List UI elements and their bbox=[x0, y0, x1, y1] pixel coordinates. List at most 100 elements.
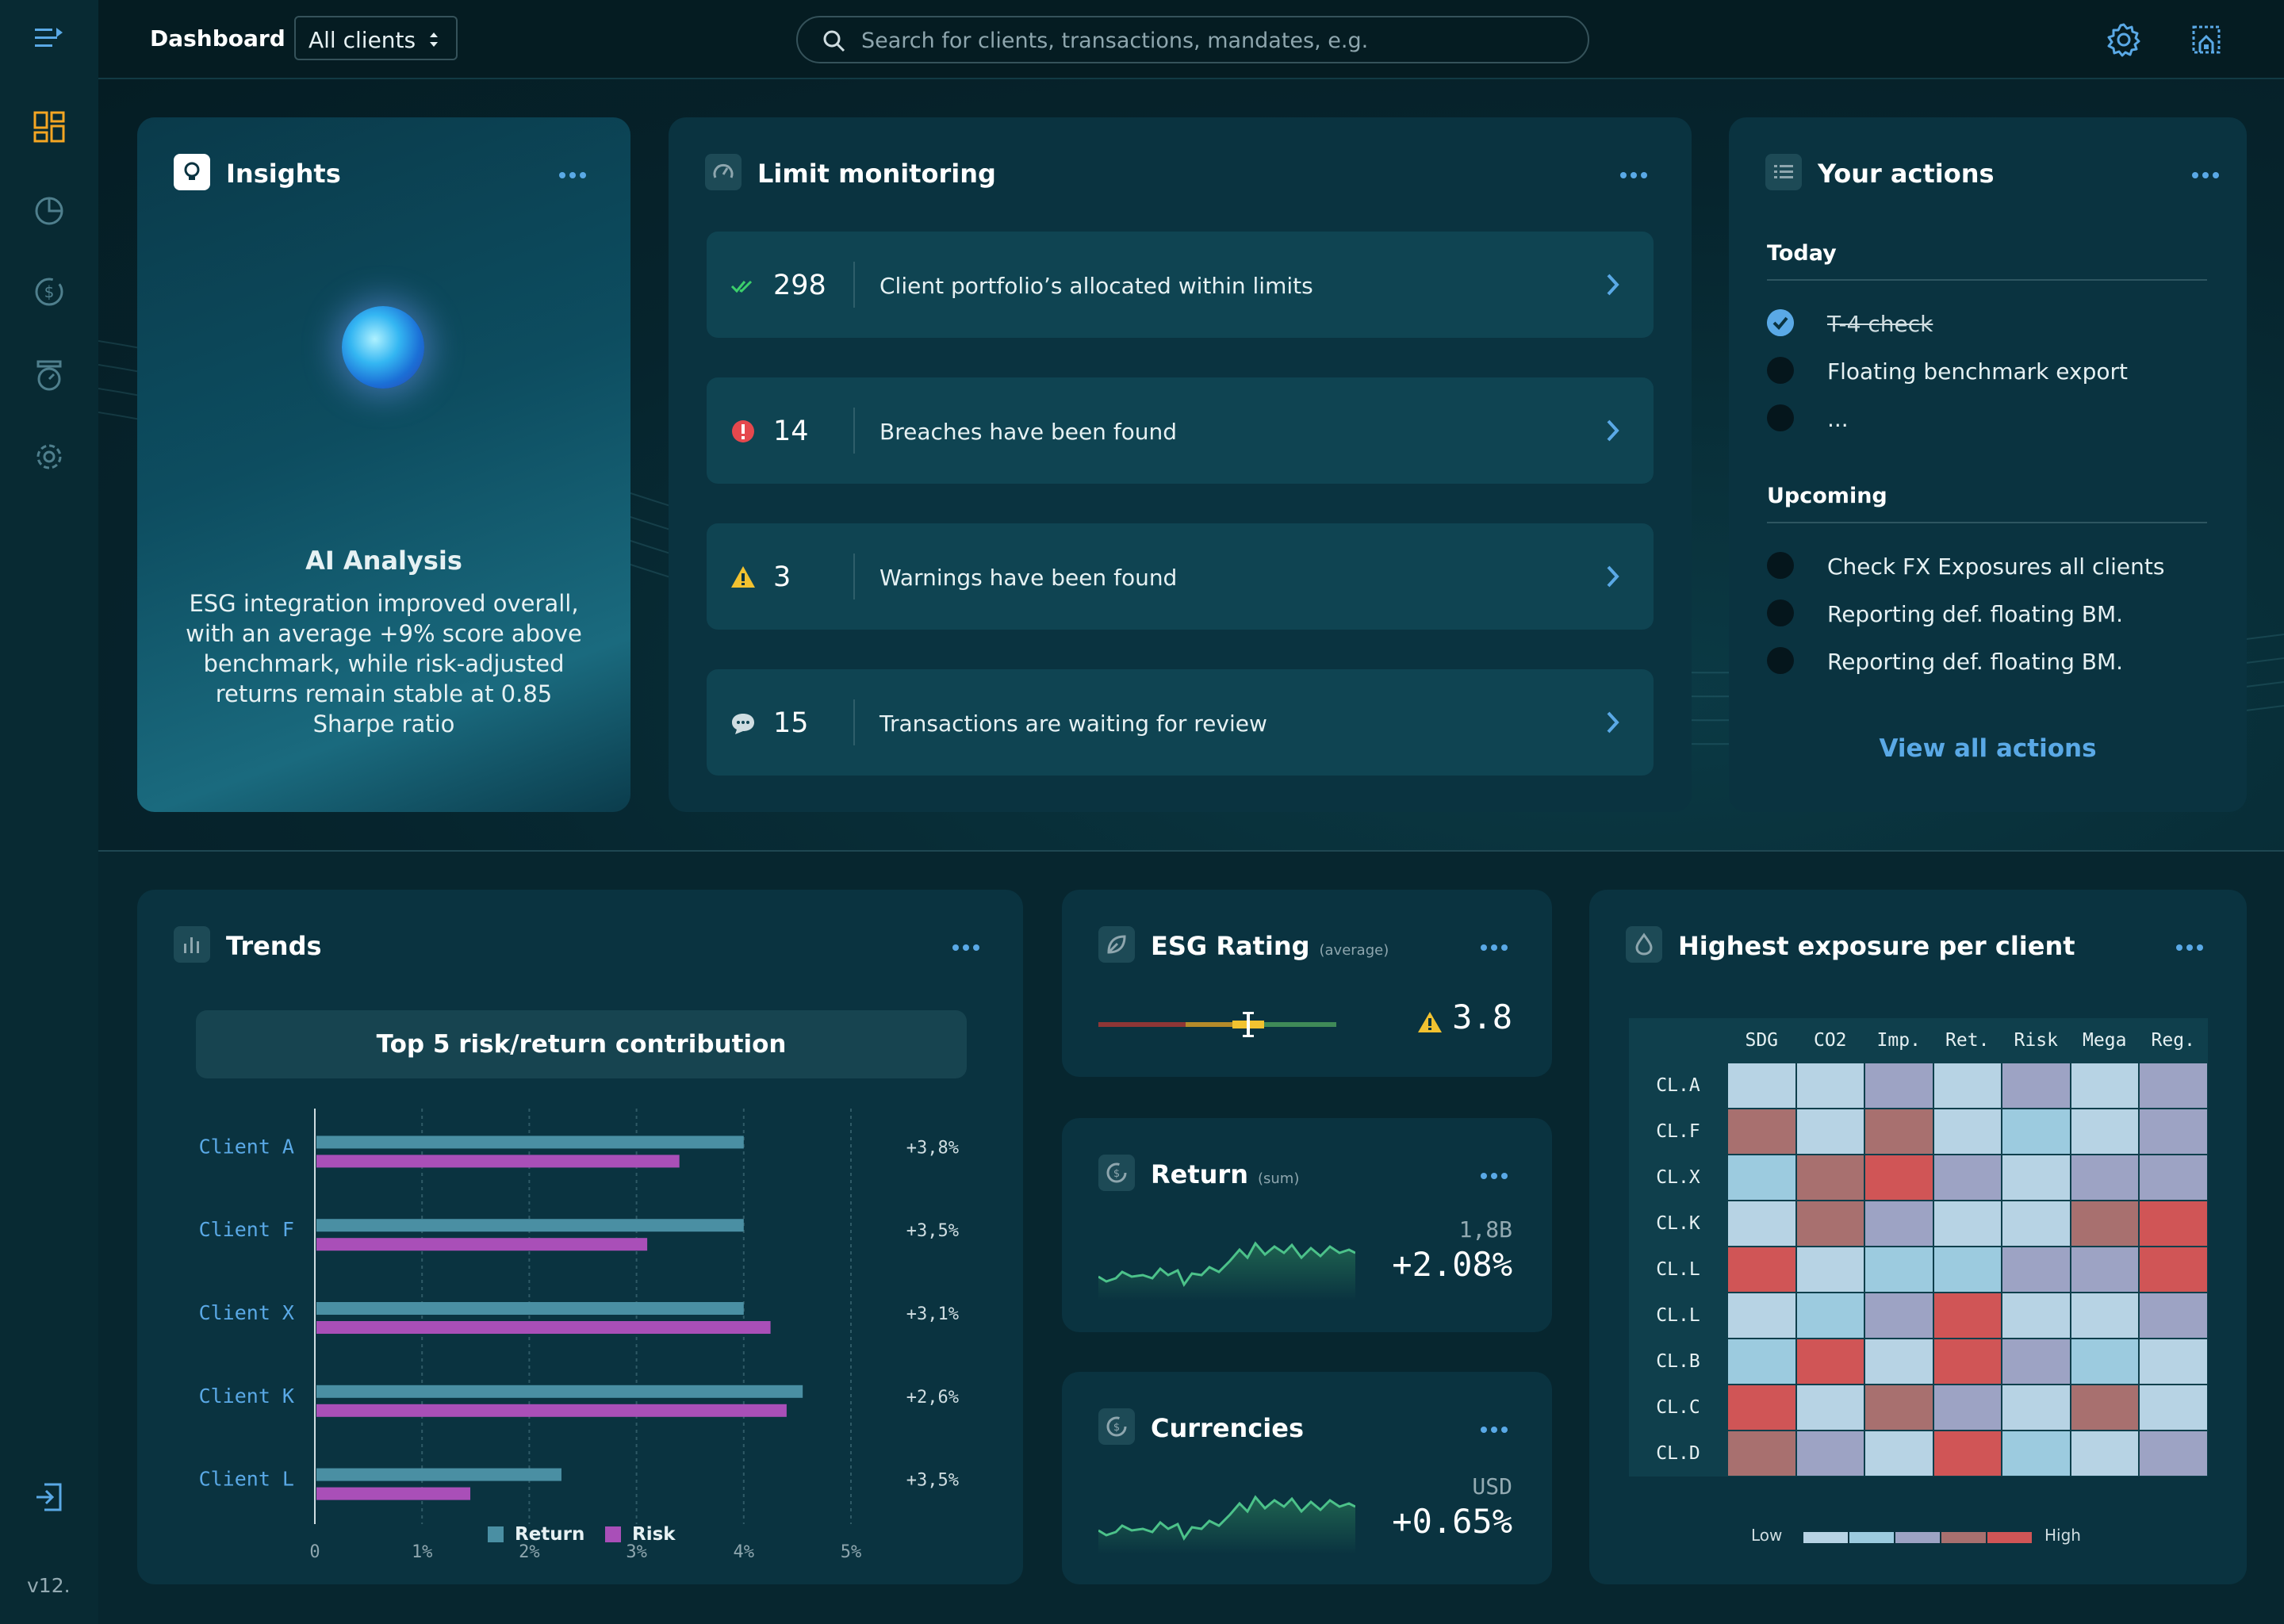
heatmap-cell[interactable] bbox=[2071, 1109, 2138, 1154]
heatmap-cell[interactable] bbox=[2002, 1201, 2070, 1246]
heatmap-cell[interactable] bbox=[1728, 1339, 1795, 1384]
heatmap-cell[interactable] bbox=[2071, 1247, 2138, 1292]
settings-icon[interactable] bbox=[2105, 21, 2143, 59]
unchecked-circle[interactable] bbox=[1767, 552, 1794, 579]
action-item[interactable]: Reporting def. floating BM. bbox=[1767, 598, 2211, 630]
heatmap-cell[interactable] bbox=[1728, 1109, 1795, 1154]
pie-chart-icon[interactable] bbox=[30, 190, 68, 228]
building-icon[interactable] bbox=[2187, 21, 2225, 59]
heatmap-cell[interactable] bbox=[1796, 1247, 1864, 1292]
heatmap-cell[interactable] bbox=[1796, 1201, 1864, 1246]
heatmap-cell[interactable] bbox=[2002, 1109, 2070, 1154]
heatmap-cell[interactable] bbox=[1796, 1293, 1864, 1338]
heatmap-cell[interactable] bbox=[2071, 1155, 2138, 1200]
checked-circle-icon[interactable] bbox=[1767, 309, 1794, 336]
limit-row-within[interactable]: 298 Client portfolio’s allocated within … bbox=[707, 232, 1654, 338]
heatmap-cell[interactable] bbox=[2140, 1247, 2207, 1292]
settings-gear-icon[interactable] bbox=[30, 438, 68, 476]
heatmap-cell[interactable] bbox=[1933, 1109, 2001, 1154]
heatmap-cell[interactable] bbox=[1933, 1247, 2001, 1292]
heatmap-cell[interactable] bbox=[2140, 1431, 2207, 1476]
heatmap-cell[interactable] bbox=[2002, 1247, 2070, 1292]
heatmap-cell[interactable] bbox=[1796, 1431, 1864, 1476]
heatmap-cell[interactable] bbox=[1865, 1201, 1933, 1246]
heatmap-cell[interactable] bbox=[2002, 1293, 2070, 1338]
heatmap-cell[interactable] bbox=[2071, 1385, 2138, 1430]
heatmap-cell[interactable] bbox=[1933, 1063, 2001, 1108]
heatmap-cell[interactable] bbox=[1865, 1109, 1933, 1154]
heatmap-cell[interactable] bbox=[1865, 1063, 1933, 1108]
heatmap-cell[interactable] bbox=[1796, 1063, 1864, 1108]
heatmap-cell[interactable] bbox=[1865, 1431, 1933, 1476]
collapse-menu-icon[interactable] bbox=[30, 19, 68, 57]
dashboard-grid-icon[interactable] bbox=[30, 108, 68, 146]
currency-exchange-icon[interactable]: $ bbox=[30, 273, 68, 311]
breadcrumb-dashboard[interactable]: Dashboard bbox=[150, 25, 286, 52]
limit-row-warnings[interactable]: 3 Warnings have been found bbox=[707, 523, 1654, 630]
action-item[interactable]: Check FX Exposures all clients bbox=[1767, 550, 2211, 582]
insights-more-button[interactable] bbox=[559, 167, 594, 179]
heatmap-cell[interactable] bbox=[1933, 1155, 2001, 1200]
heatmap-cell[interactable] bbox=[1865, 1339, 1933, 1384]
heatmap-cell[interactable] bbox=[1933, 1431, 2001, 1476]
heatmap-cell[interactable] bbox=[1728, 1431, 1795, 1476]
heatmap-cell[interactable] bbox=[2002, 1385, 2070, 1430]
action-item[interactable]: Floating benchmark export bbox=[1767, 355, 2211, 387]
trends-more-button[interactable] bbox=[952, 939, 987, 952]
heatmap-cell[interactable] bbox=[1933, 1385, 2001, 1430]
actions-more-button[interactable] bbox=[2192, 167, 2227, 179]
heatmap-cell[interactable] bbox=[2071, 1201, 2138, 1246]
heatmap-cell[interactable] bbox=[1796, 1385, 1864, 1430]
action-item[interactable]: ... bbox=[1767, 403, 2211, 435]
search-input[interactable] bbox=[860, 25, 1561, 56]
heatmap-cell[interactable] bbox=[1796, 1109, 1864, 1154]
gauge-icon[interactable] bbox=[30, 355, 68, 393]
heatmap-cell[interactable] bbox=[2071, 1063, 2138, 1108]
heatmap-cell[interactable] bbox=[1728, 1293, 1795, 1338]
heatmap-cell[interactable] bbox=[2140, 1155, 2207, 1200]
heatmap-cell[interactable] bbox=[1728, 1201, 1795, 1246]
return-more-button[interactable] bbox=[1481, 1167, 1516, 1180]
limit-row-transactions[interactable]: 15 Transactions are waiting for review bbox=[707, 669, 1654, 776]
heatmap-cell[interactable] bbox=[2140, 1201, 2207, 1246]
heatmap-cell[interactable] bbox=[1865, 1247, 1933, 1292]
unchecked-circle[interactable] bbox=[1767, 599, 1794, 626]
action-item[interactable]: Reporting def. floating BM. bbox=[1767, 645, 2211, 677]
unchecked-circle[interactable] bbox=[1767, 647, 1794, 674]
currencies-more-button[interactable] bbox=[1481, 1421, 1516, 1434]
limit-row-breaches[interactable]: 14 Breaches have been found bbox=[707, 377, 1654, 484]
heatmap-cell[interactable] bbox=[1728, 1247, 1795, 1292]
heatmap-cell[interactable] bbox=[1933, 1293, 2001, 1338]
view-all-actions-link[interactable]: View all actions bbox=[1879, 734, 2097, 763]
action-item-done[interactable]: T-4 check bbox=[1767, 308, 2211, 339]
esg-more-button[interactable] bbox=[1481, 939, 1516, 952]
heatmap-cell[interactable] bbox=[1933, 1201, 2001, 1246]
unchecked-circle[interactable] bbox=[1767, 357, 1794, 384]
heatmap-cell[interactable] bbox=[1865, 1385, 1933, 1430]
heatmap-cell[interactable] bbox=[2002, 1339, 2070, 1384]
limit-more-button[interactable] bbox=[1620, 167, 1655, 179]
heatmap-cell[interactable] bbox=[1865, 1293, 1933, 1338]
unchecked-circle[interactable] bbox=[1767, 404, 1794, 431]
heatmap-cell[interactable] bbox=[2140, 1385, 2207, 1430]
heatmap-cell[interactable] bbox=[1728, 1385, 1795, 1430]
heatmap-cell[interactable] bbox=[1728, 1063, 1795, 1108]
heatmap-cell[interactable] bbox=[2002, 1155, 2070, 1200]
heatmap-cell[interactable] bbox=[1796, 1339, 1864, 1384]
heatmap-cell[interactable] bbox=[2140, 1109, 2207, 1154]
exposure-more-button[interactable] bbox=[2176, 939, 2211, 952]
heatmap-cell[interactable] bbox=[1728, 1155, 1795, 1200]
heatmap-cell[interactable] bbox=[2002, 1063, 2070, 1108]
heatmap-cell[interactable] bbox=[2002, 1431, 2070, 1476]
global-search[interactable] bbox=[796, 16, 1589, 63]
heatmap-cell[interactable] bbox=[2071, 1431, 2138, 1476]
client-filter-select[interactable]: All clients bbox=[294, 16, 458, 60]
heatmap-cell[interactable] bbox=[2140, 1339, 2207, 1384]
heatmap-cell[interactable] bbox=[2140, 1293, 2207, 1338]
logout-icon[interactable] bbox=[30, 1478, 68, 1516]
heatmap-cell[interactable] bbox=[1865, 1155, 1933, 1200]
heatmap-cell[interactable] bbox=[1933, 1339, 2001, 1384]
heatmap-cell[interactable] bbox=[2071, 1293, 2138, 1338]
heatmap-cell[interactable] bbox=[2071, 1339, 2138, 1384]
heatmap-cell[interactable] bbox=[1796, 1155, 1864, 1200]
